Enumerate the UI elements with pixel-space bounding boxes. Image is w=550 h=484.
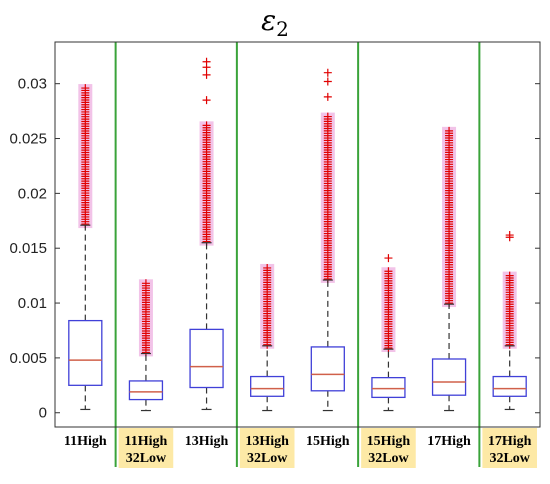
x-tick-label: 15High	[306, 434, 350, 449]
outlier-markers	[445, 126, 454, 308]
chart-title: ε2	[261, 4, 289, 41]
x-tick-label-line: 13High	[185, 434, 229, 449]
x-tick-label-line: 17High	[488, 434, 532, 449]
box-group	[189, 57, 224, 411]
x-tick-label-line: 13High	[245, 434, 289, 449]
plot-frame	[54, 41, 541, 428]
box-iqr	[189, 328, 224, 389]
y-tick-label: 0.005	[9, 350, 47, 367]
x-tick-label: 17High 32Low	[488, 434, 532, 466]
box-iqr	[68, 319, 103, 386]
x-tick-label-line: 32Low	[368, 451, 409, 466]
outlier-markers	[263, 263, 272, 349]
y-tick-label: 0	[39, 405, 47, 422]
x-tick-label: 11High 32Low	[125, 434, 168, 466]
outlier-markers	[81, 84, 90, 229]
outlier-markers	[323, 68, 332, 283]
outlier-markers	[384, 254, 393, 353]
box-iqr	[492, 375, 527, 397]
chart-title-subscript: 2	[276, 17, 289, 41]
plot-area	[55, 42, 540, 427]
y-tick-label: 0.03	[18, 76, 47, 93]
category-highlight	[118, 428, 174, 468]
category-highlight	[239, 428, 295, 468]
box-iqr	[371, 376, 406, 399]
box-group	[250, 263, 285, 412]
box-iqr	[431, 358, 467, 396]
x-tick-label-line: 11High	[125, 434, 168, 449]
outlier-markers	[505, 231, 514, 349]
x-tick-label-line: 32Low	[247, 451, 288, 466]
outlier-markers	[141, 279, 150, 357]
box-group	[371, 254, 406, 412]
x-tick-label: 11High	[64, 434, 107, 449]
box-group	[492, 231, 527, 411]
x-tick-label: 13High	[185, 434, 229, 449]
category-highlight	[361, 428, 416, 468]
category-highlight	[482, 428, 537, 468]
box-group	[431, 126, 467, 412]
box-iqr	[310, 346, 345, 392]
y-tick-label: 0.015	[9, 240, 47, 257]
box-iqr	[250, 375, 285, 397]
y-tick-label: 0.01	[18, 295, 47, 312]
x-tick-label: 17High	[427, 434, 471, 449]
x-tick-label-line: 17High	[427, 434, 471, 449]
x-tick-label-line: 15High	[306, 434, 350, 449]
outlier-markers	[202, 57, 211, 246]
x-tick-label-line: 32Low	[126, 451, 167, 466]
box-group	[310, 68, 345, 412]
y-tick-label: 0.025	[9, 131, 47, 148]
x-tick-label-line: 11High	[64, 434, 107, 449]
x-tick-label: 13High 32Low	[245, 434, 289, 466]
box-group	[68, 84, 103, 411]
box-group	[128, 279, 164, 412]
x-tick-label-line: 32Low	[489, 451, 530, 466]
x-tick-label: 15High 32Low	[367, 434, 411, 466]
box-iqr	[128, 380, 164, 401]
y-tick-label: 0.02	[18, 185, 47, 202]
x-tick-label-line: 15High	[367, 434, 411, 449]
